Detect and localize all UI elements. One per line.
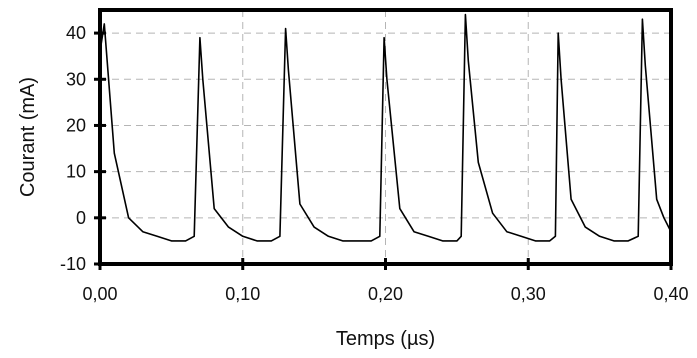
- chart-series: [100, 13, 671, 242]
- x-tick-label: 0,30: [511, 284, 546, 304]
- y-tick-label: 0: [76, 208, 86, 228]
- chart-ticks: -10 0 10 20 30 40 0,00 0,10 0,20 0,30 0,40: [60, 23, 689, 304]
- x-axis-label: Temps (µs): [336, 328, 435, 350]
- y-tick-label: 10: [66, 162, 86, 182]
- current-trace-line: [100, 13, 671, 242]
- y-tick-label: 40: [66, 23, 86, 43]
- y-tick-label: 20: [66, 115, 86, 135]
- y-axis-label: Courant (mA): [17, 77, 39, 197]
- x-tick-label: 0,20: [368, 284, 403, 304]
- x-tick-label: 0,10: [225, 284, 260, 304]
- y-tick-label: 30: [66, 69, 86, 89]
- x-tick-label: 0,00: [82, 284, 117, 304]
- x-tick-label: 0,40: [653, 284, 688, 304]
- y-tick-label: -10: [60, 254, 86, 274]
